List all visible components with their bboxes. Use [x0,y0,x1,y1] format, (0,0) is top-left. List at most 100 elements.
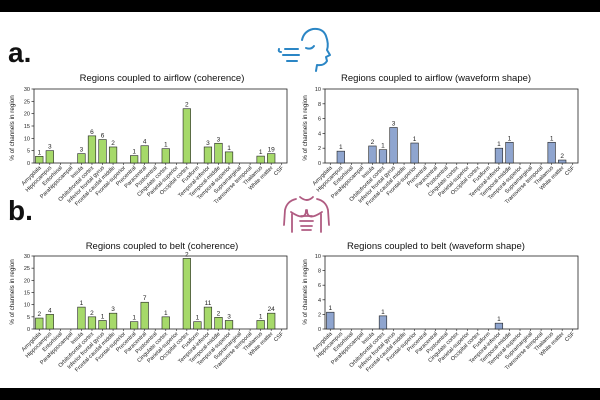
bar [224,151,234,164]
data-label: 4 [48,307,52,314]
bar [35,317,44,330]
data-label: 1 [132,149,136,156]
bar [98,320,107,330]
bar [547,141,556,164]
data-label: 2 [111,140,115,147]
data-label: 2 [185,251,189,258]
data-label: 24 [268,306,276,313]
data-label: 1 [259,313,263,320]
data-label: 1 [196,315,200,322]
panel-label-a: a. [8,37,31,68]
y-tick-label: 4 [318,298,321,304]
y-tick-label: 5 [27,149,30,155]
data-label: 3 [111,306,115,313]
y-tick-label: 30 [24,254,30,260]
data-label: 1 [328,305,332,312]
chart-belt-coherence: Regions coupled to belt (coherence) % of… [9,241,288,373]
data-label: 1 [132,315,136,322]
bar [267,153,276,164]
data-label: 1 [164,142,168,149]
data-label: 6 [90,129,94,136]
breathing-face-icon [277,27,331,72]
data-label: 3 [80,147,84,154]
data-label: 1 [497,141,501,148]
bar [214,142,223,164]
y-tick-label: 15 [24,124,30,130]
data-label: 1 [37,149,41,156]
y-tick-label: 0 [318,161,321,167]
data-label: 3 [392,120,396,127]
data-label: 3 [48,144,52,151]
axes-frame [324,88,579,164]
data-label: 11 [205,300,212,307]
data-label: 2 [90,310,94,317]
bar [77,153,86,164]
chart-airflow-waveform: Regions coupled to airflow (waveform sha… [302,73,579,207]
bar [336,150,345,164]
y-tick-label: 25 [24,266,30,272]
y-axis-label: % of channels in region [9,259,16,325]
bar [140,145,149,164]
bar [326,311,335,330]
y-tick-label: 10 [315,87,321,93]
chart-airflow-coherence: Regions coupled to airflow (coherence) %… [9,73,288,207]
bar [203,306,213,330]
bar [256,155,265,164]
bar [108,312,118,330]
bar [182,108,191,164]
y-axis-label: % of channels in region [302,95,309,161]
y-tick-label: 20 [24,112,30,118]
y-tick-label: 0 [27,161,30,167]
bar [161,148,170,164]
data-label: 19 [268,147,276,154]
chart-title: Regions coupled to airflow (waveform sha… [341,73,531,84]
data-label: 3 [227,313,231,320]
y-axis-label: % of channels in region [9,95,16,161]
y-tick-label: 15 [24,291,30,297]
y-tick-label: 10 [315,254,321,260]
panel-label-b: b. [8,195,33,226]
data-label: 1 [80,300,84,307]
y-tick-label: 8 [318,269,321,275]
data-label: 1 [101,313,105,320]
bar [256,320,265,330]
data-label: 1 [381,143,385,150]
data-label: 4 [143,139,147,146]
data-label: 3 [217,136,221,143]
bar [224,320,234,330]
data-label: 1 [550,135,554,142]
y-axis-label: % of channels in region [302,259,309,325]
bar [389,127,398,164]
data-label: 1 [381,309,385,316]
data-label: 2 [371,139,375,146]
bar [140,301,149,330]
bar [505,141,514,164]
data-label: 1 [413,136,417,143]
data-label: 3 [206,140,210,147]
y-tick-label: 10 [24,303,30,309]
y-tick-label: 5 [27,315,30,321]
bar [130,321,139,330]
y-tick-label: 8 [318,102,321,108]
bar [267,312,276,330]
data-label: 1 [508,135,512,142]
axes-frame [324,255,579,330]
y-tick-label: 4 [318,131,321,137]
bar [203,146,213,164]
bar [161,316,170,330]
y-tick-label: 2 [318,312,321,318]
bar [378,149,388,164]
bar [410,142,419,164]
bar [108,146,118,164]
bar [214,317,223,330]
data-label: 2 [217,310,221,317]
bar [87,135,97,164]
y-tick-label: 2 [318,146,321,152]
bar [182,258,191,330]
y-tick-label: 6 [318,283,321,289]
bar [494,322,504,330]
data-label: 2 [560,153,564,160]
data-label: 1 [259,149,263,156]
y-tick-label: 10 [24,136,30,142]
bar [45,150,54,164]
